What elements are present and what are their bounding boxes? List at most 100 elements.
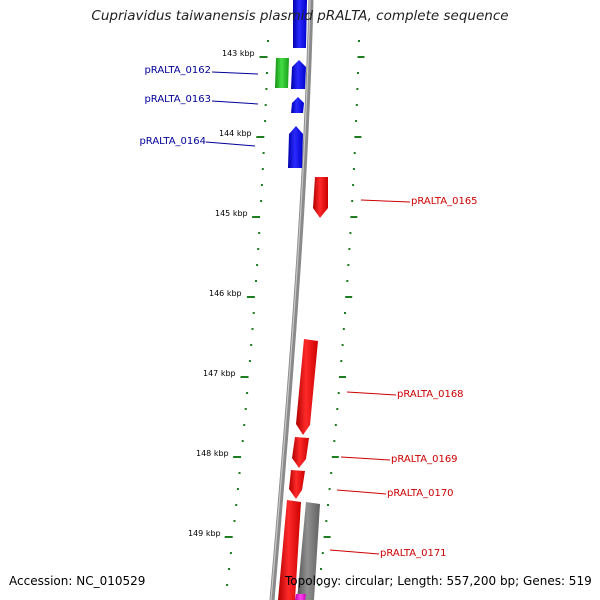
outer-minor-tick [330, 472, 333, 474]
outer-minor-tick [356, 88, 359, 90]
kbp-label-144: 144 kbp [219, 129, 252, 138]
inner-minor-tick [258, 232, 261, 234]
gene-arrow-magenta[interactable] [295, 594, 306, 600]
inner-minor-tick [261, 168, 264, 170]
inner-minor-tick [250, 344, 253, 346]
outer-minor-tick [336, 408, 339, 410]
gene-arrow-pRALTA_0163[interactable] [291, 97, 304, 113]
inner-minor-tick [243, 424, 246, 426]
gene-arrow-pRALTA_0168[interactable] [296, 339, 318, 435]
gene-arrow-pRALTA_0164[interactable] [288, 126, 303, 168]
plasmid-backbone [269, 0, 314, 600]
gene-arrow-pRALTA_0162[interactable] [291, 60, 306, 89]
inner-major-tick [224, 536, 233, 538]
outer-major-tick [331, 456, 339, 458]
outer-minor-tick [353, 152, 356, 154]
outer-minor-tick [328, 488, 331, 490]
gene-label-pRALTA_0170[interactable]: pRALTA_0170 [387, 488, 454, 499]
inner-major-tick [252, 216, 261, 218]
outer-minor-tick [320, 568, 322, 570]
gene-arrow-green[interactable] [275, 58, 289, 88]
inner-minor-tick [233, 520, 236, 522]
gene-label-pRALTA_0168[interactable]: pRALTA_0168 [397, 389, 464, 400]
outer-minor-tick [327, 504, 329, 506]
kbp-label-143: 143 kbp [222, 49, 255, 58]
kbp-label-148: 148 kbp [196, 449, 229, 458]
outer-major-tick [323, 536, 331, 538]
kbp-label-145: 145 kbp [215, 209, 248, 218]
outer-minor-tick [351, 200, 354, 202]
gene-arrow-pRALTA_0170[interactable] [289, 470, 305, 499]
outer-minor-tick [325, 520, 328, 522]
inner-major-tick [256, 136, 265, 138]
outer-minor-tick [337, 392, 340, 394]
inner-minor-tick [251, 328, 254, 330]
inner-minor-tick [260, 200, 263, 202]
outer-major-tick [350, 216, 358, 218]
inner-minor-tick [262, 152, 265, 154]
inner-minor-tick [244, 408, 247, 410]
gene-label-pRALTA_0165[interactable]: pRALTA_0165 [411, 196, 478, 207]
inner-minor-tick [256, 264, 259, 266]
inner-minor-tick [235, 504, 238, 506]
inner-major-tick [240, 376, 249, 378]
gene-arrow-blue[interactable] [293, 0, 307, 48]
outer-minor-tick [342, 328, 345, 330]
inner-tick-ring [224, 40, 269, 586]
outer-minor-tick [346, 280, 349, 282]
outer-minor-tick [357, 72, 359, 74]
outer-major-tick [357, 56, 365, 58]
leader-line-pRALTA_0170 [336, 489, 387, 495]
outer-minor-tick [358, 40, 360, 42]
kbp-label-146: 146 kbp [209, 289, 242, 298]
kbp-label-149: 149 kbp [188, 529, 221, 538]
leader-line-pRALTA_0163 [211, 100, 259, 105]
gene-arrow-gray[interactable] [297, 502, 320, 600]
accession-text: Accession: NC_010529 [9, 574, 146, 588]
inner-minor-tick [252, 312, 255, 314]
inner-minor-tick [228, 568, 230, 570]
sequence-summary-text: Topology: circular; Length: 557,200 bp; … [285, 574, 592, 588]
kbp-label-147: 147 kbp [203, 369, 236, 378]
gene-features [275, 0, 328, 600]
outer-minor-tick [340, 360, 343, 362]
inner-minor-tick [267, 40, 269, 42]
outer-minor-tick [341, 344, 344, 346]
inner-minor-tick [248, 360, 251, 362]
leader-line-pRALTA_0171 [329, 549, 380, 555]
outer-minor-tick [321, 552, 324, 554]
outer-minor-tick [334, 424, 337, 426]
gene-label-pRALTA_0171[interactable]: pRALTA_0171 [380, 548, 447, 559]
outer-minor-tick [355, 104, 358, 106]
leader-line-pRALTA_0168 [346, 391, 397, 396]
inner-minor-tick [255, 280, 257, 282]
gene-label-pRALTA_0169[interactable]: pRALTA_0169 [391, 454, 458, 465]
inner-minor-tick [246, 392, 249, 394]
outer-minor-tick [333, 440, 336, 442]
leader-line-pRALTA_0165 [360, 199, 411, 203]
outer-major-tick [345, 296, 353, 298]
gene-label-pRALTA_0162[interactable]: pRALTA_0162 [144, 65, 211, 76]
inner-minor-tick [241, 440, 244, 442]
inner-minor-tick [238, 472, 241, 474]
inner-minor-tick [236, 488, 239, 490]
outer-tick-ring [318, 40, 365, 586]
outer-minor-tick [352, 168, 355, 170]
inner-minor-tick [257, 248, 260, 250]
outer-major-tick [354, 136, 362, 138]
leader-line-pRALTA_0169 [340, 456, 391, 461]
outer-minor-tick [349, 232, 352, 234]
gene-arrow-pRALTA_0169[interactable] [292, 437, 309, 468]
gene-arrow-pRALTA_0165[interactable] [313, 177, 328, 218]
gene-arrow-pRALTA_0171[interactable] [278, 500, 301, 600]
label-leader-lines [205, 71, 411, 555]
inner-minor-tick [260, 184, 263, 186]
plasmid-backbone-highlight [270, 0, 311, 600]
gene-label-pRALTA_0163[interactable]: pRALTA_0163 [144, 94, 211, 105]
inner-major-tick [233, 456, 242, 458]
inner-minor-tick [226, 584, 229, 586]
inner-minor-tick [264, 120, 267, 122]
gene-label-pRALTA_0164[interactable]: pRALTA_0164 [139, 136, 206, 147]
